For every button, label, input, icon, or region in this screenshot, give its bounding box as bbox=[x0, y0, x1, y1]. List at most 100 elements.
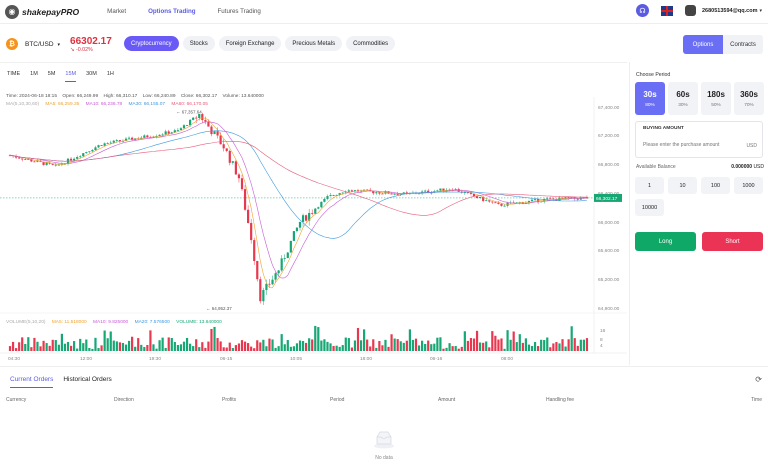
options-tab[interactable]: Options bbox=[683, 35, 723, 54]
contracts-tab[interactable]: Contracts bbox=[730, 41, 756, 48]
volume-bar bbox=[460, 346, 463, 351]
candle-body bbox=[341, 192, 344, 194]
interval-5m[interactable]: 5M bbox=[47, 71, 56, 77]
logo-icon: ◉ bbox=[5, 4, 19, 19]
candle-body bbox=[259, 279, 262, 302]
candle-body bbox=[390, 193, 393, 195]
category-precious-metals[interactable]: Precious Metals bbox=[285, 36, 343, 51]
volume-bar bbox=[228, 342, 231, 351]
volume-legend: VOLUME(5,10,20) MA5: 11.518000 MA10: 9.8… bbox=[6, 320, 227, 325]
headset-icon[interactable]: ☊ bbox=[635, 4, 649, 17]
quick-amount-100[interactable]: 100 bbox=[701, 177, 730, 194]
period-180s[interactable]: 180s 50% bbox=[701, 82, 731, 115]
col-amount: Amount bbox=[438, 397, 456, 403]
volume-bar bbox=[384, 339, 387, 351]
chart-panel: 67,400.0067,200.0066,800.0066,400.0066,0… bbox=[0, 62, 627, 365]
candle-body bbox=[405, 192, 408, 194]
volume-bar bbox=[118, 342, 121, 351]
interval-1m[interactable]: 1M bbox=[30, 71, 38, 77]
volume-bar bbox=[271, 339, 274, 351]
period-30s[interactable]: 30s 80% bbox=[635, 82, 665, 115]
y-tick-label: 66,800.00 bbox=[598, 162, 620, 168]
volume-bar bbox=[353, 340, 357, 351]
category-commodities[interactable]: Commodities bbox=[346, 36, 396, 51]
interval-30m[interactable]: 30M bbox=[86, 71, 97, 77]
candle-body bbox=[88, 151, 91, 153]
volume-bar bbox=[134, 346, 137, 351]
y-tick-label: 64,900.00 bbox=[598, 306, 620, 312]
volume-bar bbox=[27, 337, 30, 351]
volume-bar bbox=[485, 341, 488, 351]
volume-bar bbox=[491, 331, 494, 351]
interval-time[interactable]: TIME bbox=[7, 71, 21, 77]
price-change-value: -0.02% bbox=[75, 46, 93, 53]
x-tick-label: 04:30 bbox=[8, 356, 20, 362]
period-60s[interactable]: 60s 30% bbox=[668, 82, 698, 115]
candle-body bbox=[42, 161, 45, 165]
candle-body bbox=[237, 174, 241, 179]
period-pct: 50% bbox=[711, 102, 721, 108]
interval-15m[interactable]: 15M bbox=[65, 71, 77, 82]
candle-body bbox=[585, 197, 589, 199]
uk-flag-icon[interactable] bbox=[660, 5, 673, 16]
quick-amount-10000[interactable]: 10000 bbox=[635, 199, 664, 216]
category-cryptocurrency[interactable]: Cryptocurrency bbox=[124, 36, 179, 51]
nav-item-options-trading[interactable]: Options Trading bbox=[148, 8, 196, 15]
ohlc-info: Time: 2024-06-18 18:15 Open: 66,249.99 H… bbox=[6, 94, 268, 99]
candle-body bbox=[161, 134, 164, 136]
volume-bar bbox=[161, 337, 164, 351]
empty-state: No data bbox=[366, 429, 402, 461]
candle-body bbox=[219, 135, 222, 145]
pair-selector[interactable]: BTC/USD ▾ bbox=[25, 41, 60, 48]
short-button[interactable]: Short bbox=[702, 232, 763, 251]
volume-bar bbox=[158, 340, 161, 351]
category-stocks[interactable]: Stocks bbox=[182, 36, 215, 51]
logo[interactable]: ◉ shakepayPRO bbox=[5, 4, 79, 19]
nav-item-futures-trading[interactable]: Futures Trading bbox=[217, 8, 261, 15]
long-button[interactable]: Long bbox=[635, 232, 696, 251]
candlestick-chart[interactable]: 67,400.0067,200.0066,800.0066,400.0066,0… bbox=[0, 63, 627, 366]
x-tick-label: 06-15 bbox=[220, 356, 233, 362]
ma5-line bbox=[9, 117, 587, 289]
interval-1h[interactable]: 1H bbox=[106, 71, 114, 77]
col-currency: Currency bbox=[6, 397, 27, 403]
volume-bar bbox=[265, 346, 268, 351]
avatar[interactable] bbox=[684, 5, 696, 16]
candle-body bbox=[561, 197, 564, 199]
candle-body bbox=[305, 215, 308, 221]
tab-historical-orders[interactable]: Historical Orders bbox=[63, 376, 112, 383]
last-price-tag bbox=[594, 193, 622, 202]
volume-bar bbox=[344, 337, 347, 351]
candle-body bbox=[527, 200, 531, 203]
tab-current-orders[interactable]: Current Orders bbox=[10, 376, 54, 388]
candle-body bbox=[45, 162, 48, 165]
quick-amount-10[interactable]: 10 bbox=[668, 177, 697, 194]
candle-body bbox=[143, 135, 146, 138]
candle-body bbox=[567, 197, 570, 199]
quick-amount-1[interactable]: 1 bbox=[635, 177, 664, 194]
period-360s[interactable]: 360s 70% bbox=[734, 82, 764, 115]
candle-body bbox=[127, 137, 131, 139]
amount-input[interactable] bbox=[643, 142, 738, 148]
volume-bar bbox=[338, 346, 341, 351]
candle-body bbox=[500, 203, 503, 206]
nav-item-market[interactable]: Market bbox=[107, 8, 127, 15]
user-email[interactable]: 2680513594@qq.com bbox=[701, 7, 758, 14]
candle-body bbox=[176, 130, 179, 131]
refresh-icon[interactable]: ⟳ bbox=[755, 375, 762, 384]
y-tick-label: 67,200.00 bbox=[598, 133, 620, 139]
volume-bar bbox=[173, 341, 176, 351]
candle-body bbox=[170, 132, 173, 134]
volume-bar bbox=[567, 339, 570, 351]
volume-bar bbox=[286, 340, 289, 351]
volume-bar bbox=[421, 340, 424, 351]
volume-bar bbox=[414, 338, 418, 351]
volume-bar bbox=[112, 340, 115, 351]
category-foreign-exchange[interactable]: Foreign Exchange bbox=[218, 36, 282, 51]
volume-bar bbox=[250, 346, 253, 351]
chevron-down-icon[interactable]: ▾ bbox=[759, 7, 762, 14]
quick-amount-1000[interactable]: 1000 bbox=[734, 177, 763, 194]
volume-bar bbox=[564, 346, 567, 351]
balance-value: 0.000000 bbox=[731, 164, 753, 170]
volume-bar bbox=[179, 344, 183, 351]
